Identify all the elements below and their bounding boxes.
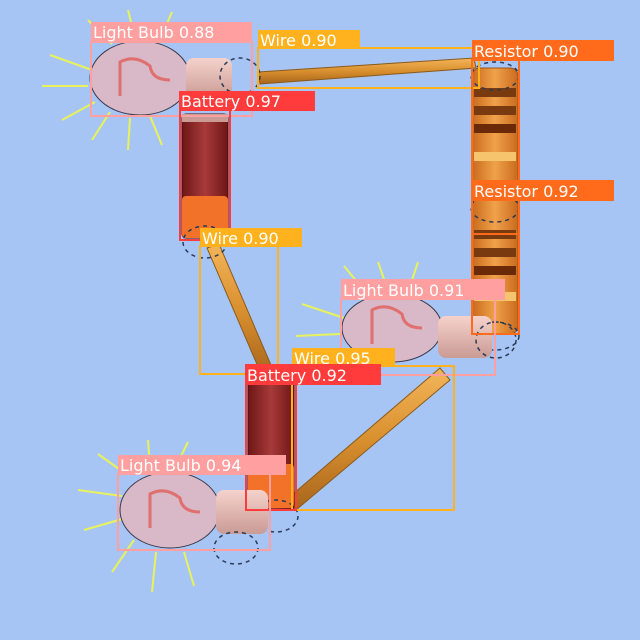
detection-score: 0.92	[543, 182, 579, 201]
wire-top	[257, 57, 477, 85]
detection-box-7: Light Bulb 0.91	[340, 279, 505, 376]
battery-top	[181, 113, 229, 259]
detection-score: 0.90	[243, 229, 279, 248]
detection-score: 0.95	[335, 349, 371, 368]
detection-label: Wire	[202, 229, 238, 248]
detection-box-8: Wire 0.95	[291, 348, 455, 511]
detection-label: Light Bulb	[343, 281, 424, 300]
detection-box-4: Battery 0.97	[179, 91, 315, 241]
svg-text:Wire 0.95: Wire 0.95	[294, 349, 371, 368]
wire-middle	[206, 243, 275, 377]
detection-score: 0.92	[311, 366, 347, 385]
detection-label: Light Bulb	[93, 23, 174, 42]
detection-score: 0.97	[245, 92, 281, 111]
detection-score: 0.90	[543, 42, 579, 61]
detection-label: Wire	[260, 31, 296, 50]
detection-score: 0.88	[179, 23, 215, 42]
svg-text:Resistor 0.90: Resistor 0.90	[474, 42, 579, 61]
svg-text:Resistor 0.92: Resistor 0.92	[474, 182, 579, 201]
svg-text:Light Bulb 0.88: Light Bulb 0.88	[93, 23, 214, 42]
light-bulb-top	[42, 9, 261, 151]
detection-label: Resistor	[474, 182, 538, 201]
detection-label: Battery	[181, 92, 240, 111]
svg-text:Battery 0.97: Battery 0.97	[181, 92, 281, 111]
detection-box-2: Wire 0.90	[257, 30, 480, 89]
svg-text:Wire 0.90: Wire 0.90	[202, 229, 279, 248]
svg-text:Battery 0.92: Battery 0.92	[247, 366, 347, 385]
detection-box-1: Light Bulb 0.88	[90, 22, 253, 117]
detection-score: 0.94	[206, 456, 242, 475]
detection-score: 0.90	[301, 31, 337, 50]
detection-box-6: Wire 0.90	[199, 228, 302, 375]
wire-diagonal	[285, 367, 451, 511]
detection-score: 0.91	[429, 281, 465, 300]
detection-box-3: Resistor 0.90	[471, 40, 614, 235]
detection-label: Battery	[247, 366, 306, 385]
detection-label: Light Bulb	[120, 456, 201, 475]
detection-label: Resistor	[474, 42, 538, 61]
detection-label: Wire	[294, 349, 330, 368]
detection-box-9: Battery 0.92	[245, 364, 381, 511]
svg-text:Light Bulb 0.91: Light Bulb 0.91	[343, 281, 464, 300]
svg-text:Wire 0.90: Wire 0.90	[260, 31, 337, 50]
light-bulb-bottom	[77, 439, 268, 593]
svg-text:Light Bulb 0.94: Light Bulb 0.94	[120, 456, 241, 475]
detection-box-10: Light Bulb 0.94	[117, 455, 286, 551]
